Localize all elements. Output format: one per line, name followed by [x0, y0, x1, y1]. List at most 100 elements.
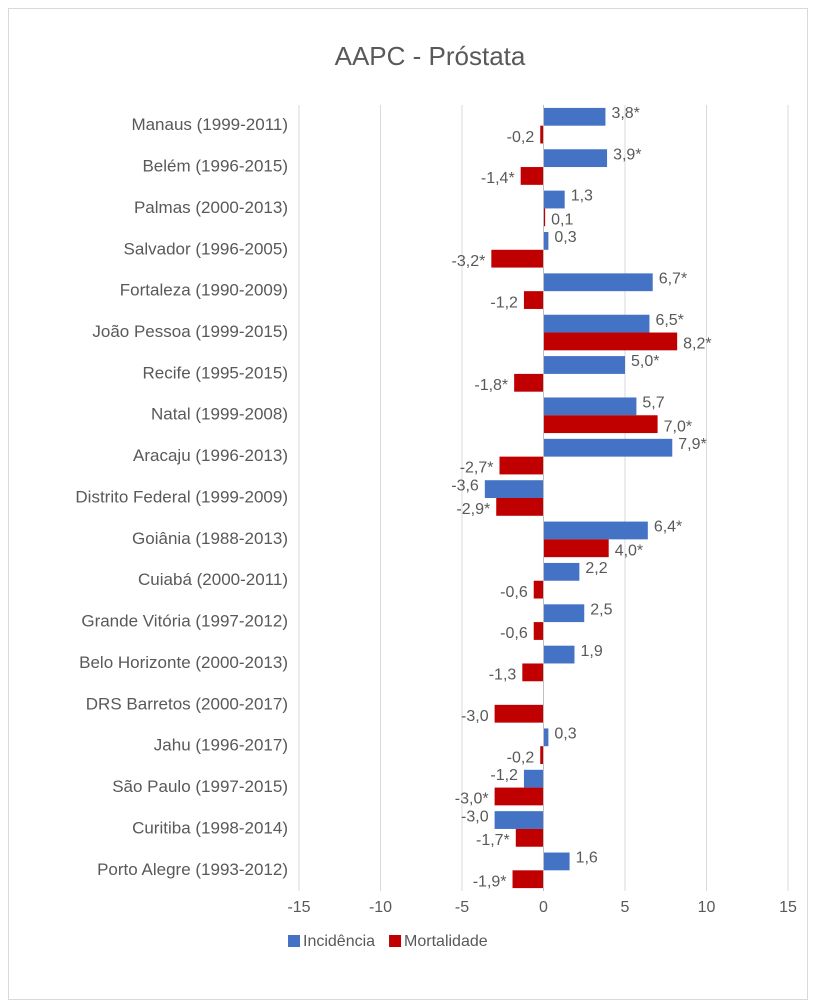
bar: [540, 125, 544, 144]
bar: [543, 149, 608, 168]
x-tick-label: -15: [287, 899, 310, 916]
legend-swatch: [288, 935, 300, 947]
data-label: -1,2: [490, 294, 518, 311]
bar: [543, 208, 546, 227]
data-label: -1,4*: [481, 170, 515, 187]
bar: [543, 645, 575, 664]
bar: [484, 480, 544, 498]
data-label: 0,3: [554, 726, 576, 743]
data-label: -0,2: [507, 749, 535, 766]
data-label: 4,0*: [615, 542, 643, 559]
data-label: 0,3: [554, 229, 576, 246]
data-label: -3,2*: [452, 253, 486, 270]
data-label: 3,8*: [611, 105, 639, 122]
y-tick-label: Distrito Federal (1999-2009): [75, 487, 288, 506]
data-label: -3,0: [461, 808, 489, 825]
data-label: -3,6: [451, 477, 479, 494]
data-label: -1,2: [490, 767, 518, 784]
bar: [494, 704, 544, 723]
data-label: -2,9*: [456, 501, 490, 518]
bar: [520, 167, 544, 185]
data-label: -2,7*: [460, 460, 494, 477]
bar: [522, 663, 544, 682]
data-label: -1,8*: [474, 377, 508, 394]
bar: [494, 787, 544, 806]
data-label: 1,6: [576, 850, 598, 867]
data-label: 6,4*: [654, 519, 682, 536]
bar: [533, 580, 544, 599]
y-tick-label: Porto Alegre (1993-2012): [97, 860, 288, 879]
bar: [543, 521, 648, 540]
x-tick-label: -10: [369, 899, 392, 916]
bar: [512, 870, 544, 889]
data-label: -0,6: [500, 625, 528, 642]
y-tick-label: Palmas (2000-2013): [134, 198, 288, 217]
data-label: 5,7: [642, 395, 664, 412]
data-label: 6,7*: [659, 270, 687, 287]
data-label: -1,9*: [473, 873, 507, 890]
bar: [499, 456, 544, 475]
y-tick-label: João Pessoa (1999-2015): [92, 322, 288, 341]
chart-border: [8, 8, 808, 1000]
bar: [543, 232, 549, 250]
bar: [543, 604, 585, 623]
x-tick-label: 10: [698, 899, 716, 916]
bar: [540, 746, 544, 764]
bar: [523, 291, 544, 309]
legend-label: Incidência: [303, 933, 375, 950]
data-label: 1,3: [571, 188, 593, 205]
bar: [543, 314, 650, 333]
bar: [533, 622, 544, 640]
y-tick-label: Cuiabá (2000-2011): [138, 570, 288, 589]
data-label: 2,5: [590, 601, 612, 618]
y-tick-label: São Paulo (1997-2015): [112, 777, 288, 796]
data-label: -3,0*: [455, 791, 489, 808]
x-tick-label: -5: [455, 899, 469, 916]
data-label: -1,7*: [476, 832, 510, 849]
x-tick-label: 15: [779, 899, 797, 916]
bar: [543, 539, 609, 558]
bar: [543, 397, 637, 416]
y-tick-label: Curitiba (1998-2014): [132, 818, 288, 837]
bar: [543, 107, 606, 126]
y-tick-label: Aracaju (1996-2013): [133, 446, 288, 465]
y-tick-label: Grande Vitória (1997-2012): [81, 612, 288, 631]
bar: [494, 811, 544, 829]
y-tick-label: Belo Horizonte (2000-2013): [79, 653, 288, 672]
bar: [543, 562, 580, 581]
data-label: 6,5*: [655, 312, 683, 329]
bar: [523, 769, 544, 788]
y-tick-label: Salvador (1996-2005): [124, 239, 288, 258]
bar: [514, 373, 544, 392]
bar: [543, 190, 565, 209]
data-label: 7,0*: [664, 418, 692, 435]
data-label: 0,1: [551, 212, 573, 229]
x-tick-label: 5: [621, 899, 630, 916]
x-tick-label: 0: [539, 899, 548, 916]
data-label: -3,0: [461, 708, 489, 725]
y-tick-label: DRS Barretos (2000-2017): [86, 694, 288, 713]
y-tick-label: Fortaleza (1990-2009): [120, 281, 288, 300]
y-tick-label: Manaus (1999-2011): [131, 115, 288, 134]
bar: [543, 728, 549, 747]
y-tick-label: Recife (1995-2015): [142, 363, 288, 382]
data-label: 5,0*: [631, 353, 659, 370]
chart-title: AAPC - Próstata: [335, 41, 526, 71]
y-tick-label: Jahu (1996-2017): [154, 736, 288, 755]
bar: [543, 438, 673, 457]
legend-swatch: [389, 935, 402, 947]
bar: [543, 356, 625, 374]
bar: [543, 852, 570, 871]
data-label: -1,3: [489, 667, 517, 684]
data-label: -0,6: [500, 584, 528, 601]
bar: [543, 415, 658, 434]
data-label: 8,2*: [683, 336, 711, 353]
data-label: 2,2: [585, 560, 607, 577]
bar: [491, 249, 544, 268]
legend-label: Mortalidade: [404, 933, 488, 950]
bar: [496, 498, 544, 516]
data-label: -0,2: [507, 129, 535, 146]
y-tick-label: Natal (1999-2008): [151, 405, 288, 424]
